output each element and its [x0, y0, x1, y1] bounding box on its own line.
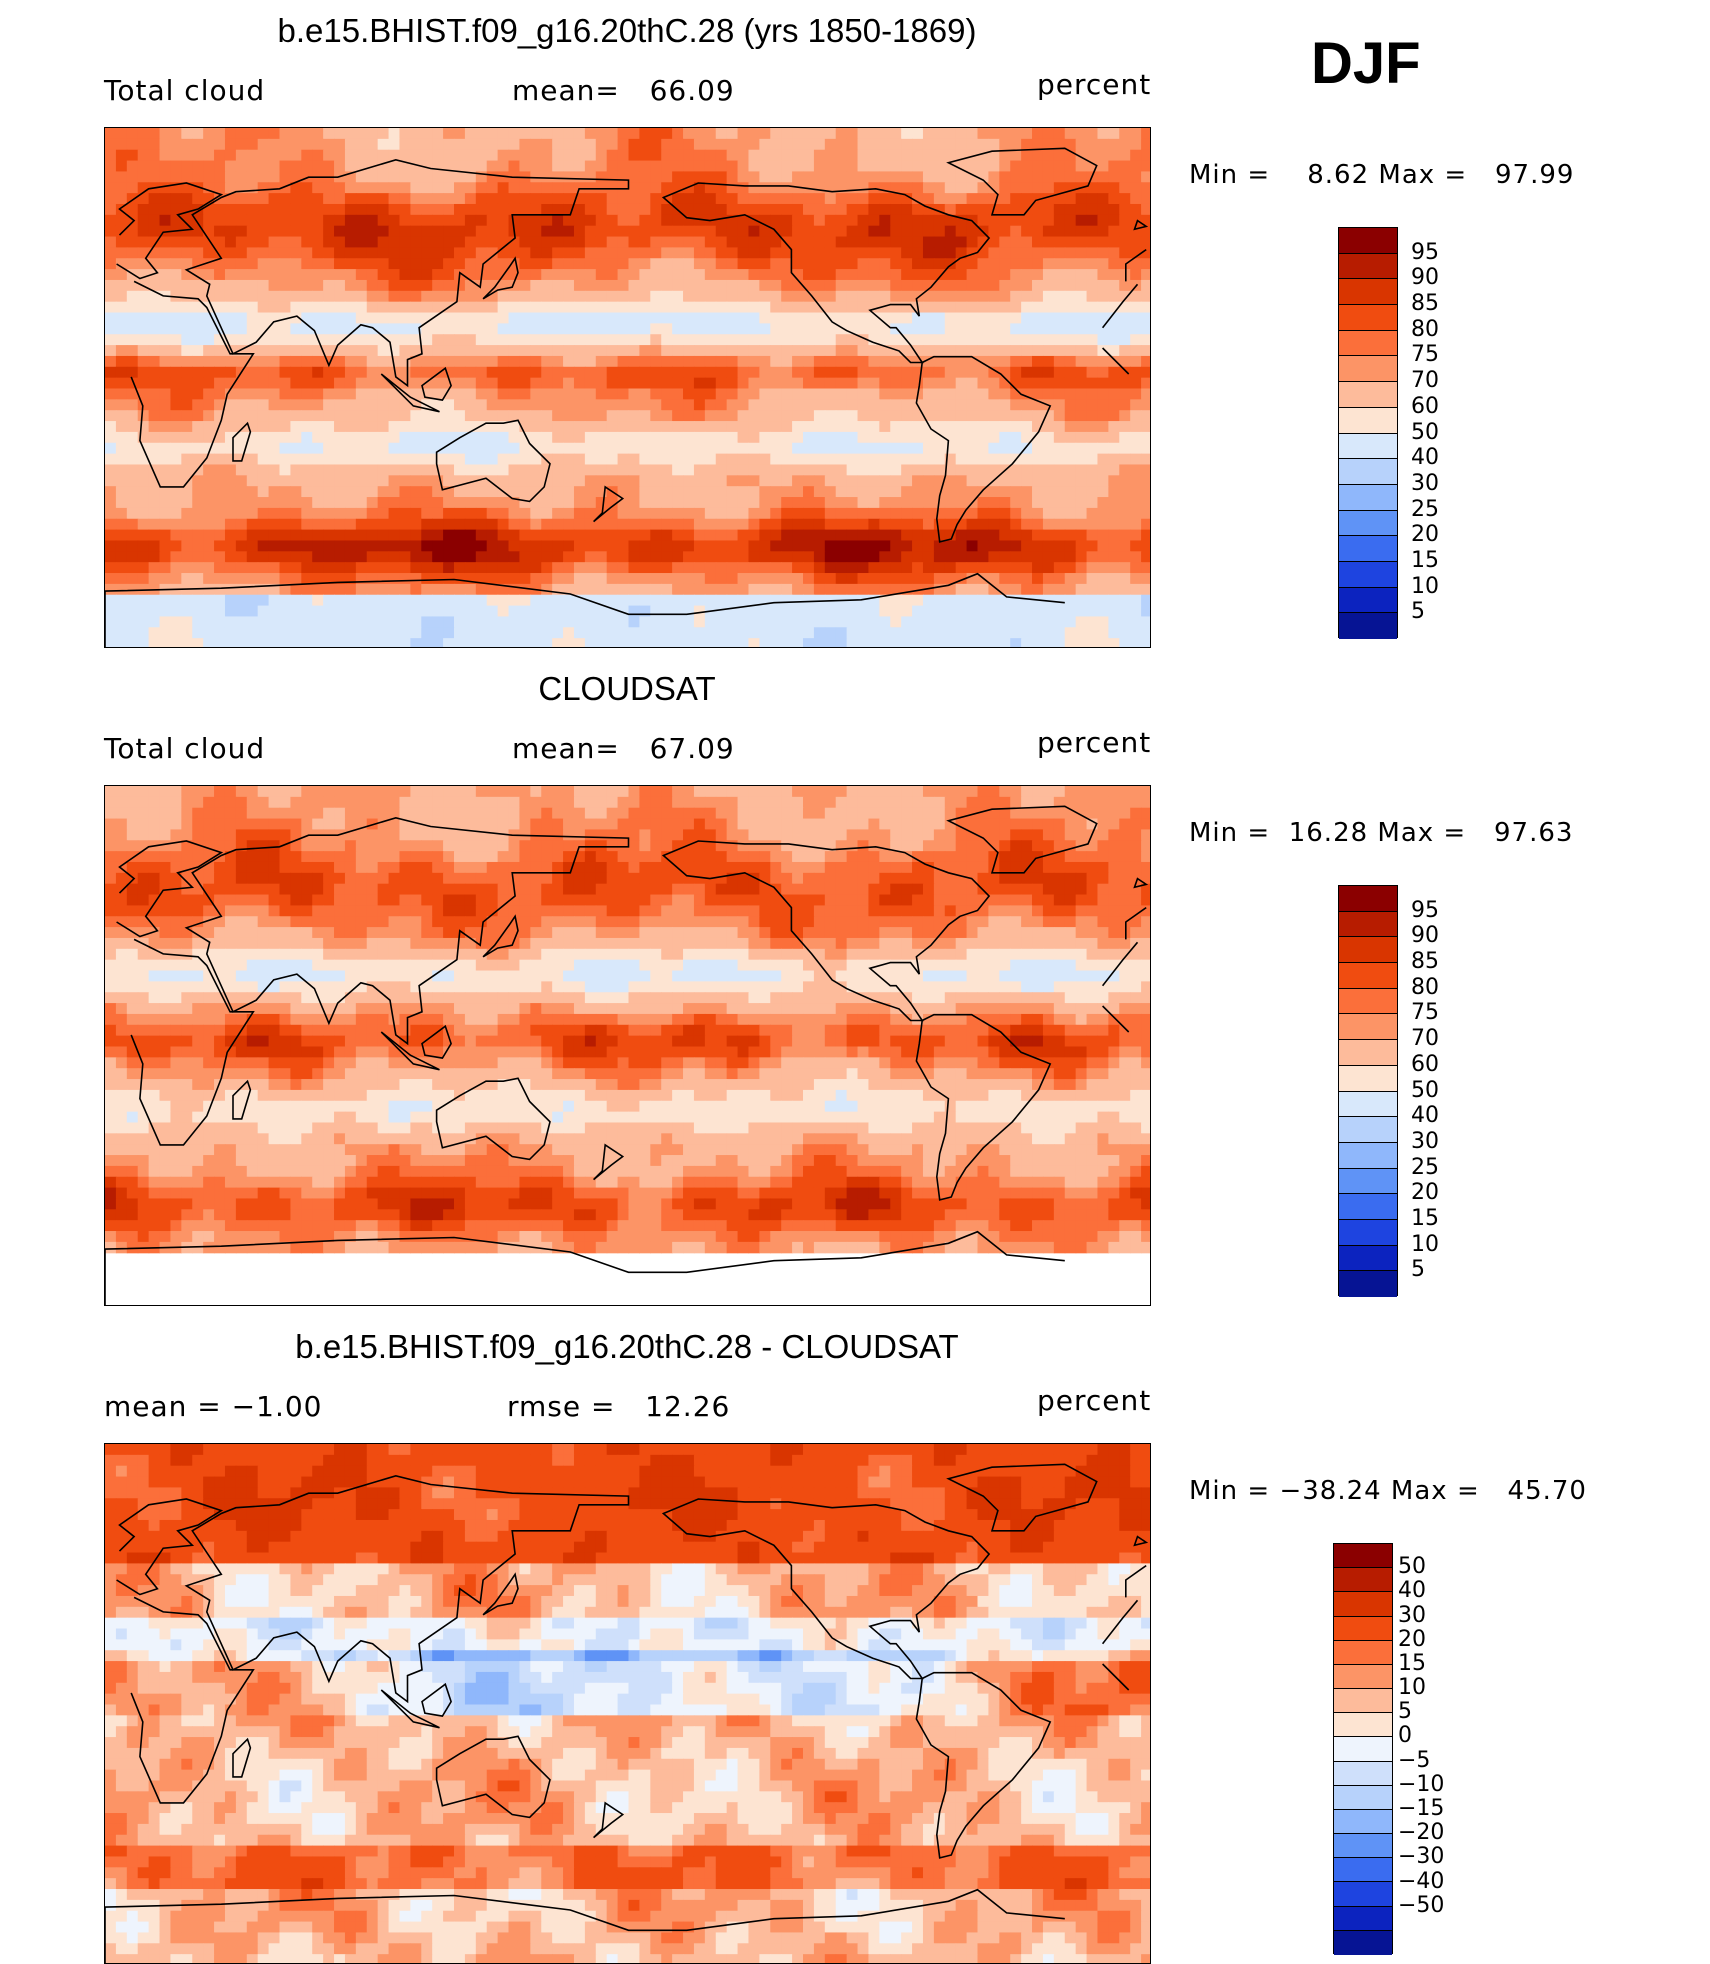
panel-left-label: Total cloud — [104, 732, 265, 765]
colorbar-label: 20 — [1411, 1182, 1439, 1204]
colorbar-label: −50 — [1398, 1895, 1444, 1917]
colorbar-label: 40 — [1411, 1105, 1439, 1127]
season-label: DJF — [1311, 30, 1421, 97]
colorbar-label: 90 — [1411, 925, 1439, 947]
colorbar — [1338, 885, 1398, 1296]
colorbar-label: 40 — [1411, 447, 1439, 469]
colorbar-label: 15 — [1411, 1208, 1439, 1230]
colorbar-label: −20 — [1398, 1822, 1444, 1844]
colorbar-label: −15 — [1398, 1798, 1444, 1820]
colorbar-label: 80 — [1411, 977, 1439, 999]
colorbar-label: −40 — [1398, 1871, 1444, 1893]
colorbar-label: 0 — [1398, 1725, 1412, 1747]
colorbar-label: 30 — [1411, 473, 1439, 495]
colorbar-label: 50 — [1411, 422, 1439, 444]
panel-center-label: mean= 67.09 — [512, 732, 735, 765]
min-max-label: Min = 16.28 Max = 97.63 — [1189, 818, 1573, 848]
panel-units-label: percent — [1037, 726, 1151, 759]
colorbar-label: 30 — [1411, 1131, 1439, 1153]
colorbar-label: 5 — [1411, 601, 1425, 623]
colorbar-label: 95 — [1411, 242, 1439, 264]
colorbar-label: 70 — [1411, 1028, 1439, 1050]
colorbar-label: 10 — [1411, 576, 1439, 598]
colorbar-label: 15 — [1398, 1653, 1426, 1675]
colorbar-label: 50 — [1398, 1556, 1426, 1578]
colorbar-label: 80 — [1411, 319, 1439, 341]
colorbar-label: −5 — [1398, 1750, 1430, 1772]
panel-title: b.e15.BHIST.f09_g16.20thC.28 (yrs 1850-1… — [0, 12, 1254, 50]
colorbar-label: 5 — [1411, 1259, 1425, 1281]
colorbar — [1333, 1543, 1393, 1954]
min-max-label: Min = 8.62 Max = 97.99 — [1189, 160, 1574, 190]
colorbar-label: 30 — [1398, 1605, 1426, 1627]
colorbar-label: 5 — [1398, 1701, 1412, 1723]
colorbar-label: 70 — [1411, 370, 1439, 392]
colorbar-label: 25 — [1411, 1157, 1439, 1179]
colorbar-label: 85 — [1411, 951, 1439, 973]
colorbar-label: 20 — [1398, 1629, 1426, 1651]
panel-center-label: mean= 66.09 — [512, 74, 735, 107]
colorbar-label: 10 — [1398, 1677, 1426, 1699]
colorbar-label: 75 — [1411, 1002, 1439, 1024]
colorbar — [1338, 227, 1398, 638]
panel-title: CLOUDSAT — [0, 670, 1254, 708]
map-frame — [104, 127, 1151, 648]
colorbar-label: 40 — [1398, 1580, 1426, 1602]
colorbar-label: −30 — [1398, 1846, 1444, 1868]
colorbar-label: 75 — [1411, 344, 1439, 366]
colorbar-label: 85 — [1411, 293, 1439, 315]
colorbar-label: 60 — [1411, 396, 1439, 418]
panel-left-label: mean = −1.00 — [104, 1390, 322, 1423]
panel-left-label: Total cloud — [104, 74, 265, 107]
panel-title: b.e15.BHIST.f09_g16.20thC.28 - CLOUDSAT — [0, 1328, 1254, 1366]
colorbar-label: 95 — [1411, 900, 1439, 922]
panel-units-label: percent — [1037, 1384, 1151, 1417]
panel-center-label: rmse = 12.26 — [507, 1390, 730, 1423]
panel-units-label: percent — [1037, 68, 1151, 101]
colorbar-label: 10 — [1411, 1234, 1439, 1256]
colorbar-label: 60 — [1411, 1054, 1439, 1076]
map-frame — [104, 1443, 1151, 1964]
colorbar-label: 15 — [1411, 550, 1439, 572]
colorbar-label: 50 — [1411, 1080, 1439, 1102]
colorbar-label: 90 — [1411, 267, 1439, 289]
min-max-label: Min = −38.24 Max = 45.70 — [1189, 1476, 1587, 1506]
colorbar-label: 20 — [1411, 524, 1439, 546]
colorbar-label: −10 — [1398, 1774, 1444, 1796]
colorbar-label: 25 — [1411, 499, 1439, 521]
map-frame — [104, 785, 1151, 1306]
